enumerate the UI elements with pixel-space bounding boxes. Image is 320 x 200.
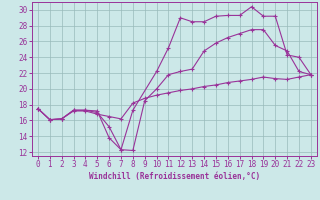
X-axis label: Windchill (Refroidissement éolien,°C): Windchill (Refroidissement éolien,°C)	[89, 172, 260, 181]
